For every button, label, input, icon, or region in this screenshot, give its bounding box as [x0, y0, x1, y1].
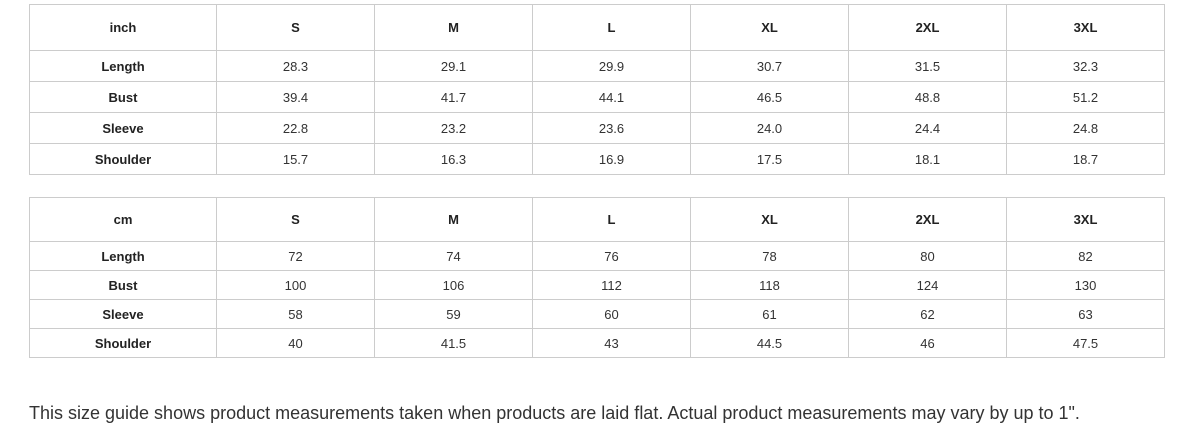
measurement-cell: 16.9: [532, 143, 691, 175]
row-label: Sleeve: [29, 299, 217, 329]
table-row: Shoulder 15.7 16.3 16.9 17.5 18.1 18.7: [29, 143, 1165, 175]
size-table-cm: cm S M L XL 2XL 3XL Length 72 74 76 78 80 82 Bust 100 10…: [29, 197, 1165, 358]
measurement-cell: 29.9: [532, 50, 691, 82]
measurement-cell: 39.4: [216, 81, 375, 113]
measurement-cell: 40: [216, 328, 375, 358]
measurement-cell: 63: [1006, 299, 1165, 329]
size-header: L: [532, 4, 691, 51]
table-row: Sleeve 22.8 23.2 23.6 24.0 24.4 24.8: [29, 112, 1165, 144]
measurement-cell: 118: [690, 270, 849, 300]
measurement-cell: 80: [848, 241, 1007, 271]
measurement-cell: 76: [532, 241, 691, 271]
table-row: Bust 39.4 41.7 44.1 46.5 48.8 51.2: [29, 81, 1165, 113]
measurement-cell: 112: [532, 270, 691, 300]
measurement-cell: 31.5: [848, 50, 1007, 82]
measurement-cell: 130: [1006, 270, 1165, 300]
size-header: 2XL: [848, 197, 1007, 242]
size-header: 3XL: [1006, 197, 1165, 242]
table-row: Shoulder 40 41.5 43 44.5 46 47.5: [29, 328, 1165, 358]
measurement-cell: 30.7: [690, 50, 849, 82]
size-header: XL: [690, 4, 849, 51]
row-label: Length: [29, 50, 217, 82]
size-header: S: [216, 4, 375, 51]
size-header: L: [532, 197, 691, 242]
unit-header: cm: [29, 197, 217, 242]
measurement-cell: 51.2: [1006, 81, 1165, 113]
measurement-cell: 24.8: [1006, 112, 1165, 144]
size-header: 2XL: [848, 4, 1007, 51]
size-guide-note: This size guide shows product measuremen…: [29, 403, 1080, 423]
measurement-cell: 32.3: [1006, 50, 1165, 82]
measurement-cell: 46.5: [690, 81, 849, 113]
row-label: Bust: [29, 270, 217, 300]
measurement-cell: 23.6: [532, 112, 691, 144]
measurement-cell: 62: [848, 299, 1007, 329]
measurement-cell: 16.3: [374, 143, 533, 175]
table-row: Length 28.3 29.1 29.9 30.7 31.5 32.3: [29, 50, 1165, 82]
measurement-cell: 44.1: [532, 81, 691, 113]
measurement-cell: 43: [532, 328, 691, 358]
measurement-cell: 28.3: [216, 50, 375, 82]
size-header: XL: [690, 197, 849, 242]
row-label: Bust: [29, 81, 217, 113]
measurement-cell: 58: [216, 299, 375, 329]
measurement-cell: 59: [374, 299, 533, 329]
header-row: cm S M L XL 2XL 3XL: [29, 197, 1165, 242]
row-label: Shoulder: [29, 328, 217, 358]
measurement-cell: 24.0: [690, 112, 849, 144]
size-header: 3XL: [1006, 4, 1165, 51]
row-label: Sleeve: [29, 112, 217, 144]
measurement-cell: 17.5: [690, 143, 849, 175]
measurement-cell: 124: [848, 270, 1007, 300]
size-header: M: [374, 4, 533, 51]
unit-header: inch: [29, 4, 217, 51]
row-label: Shoulder: [29, 143, 217, 175]
measurement-cell: 60: [532, 299, 691, 329]
row-label: Length: [29, 241, 217, 271]
measurement-cell: 74: [374, 241, 533, 271]
measurement-cell: 18.1: [848, 143, 1007, 175]
measurement-cell: 41.7: [374, 81, 533, 113]
table-row: Bust 100 106 112 118 124 130: [29, 270, 1165, 300]
measurement-cell: 44.5: [690, 328, 849, 358]
measurement-cell: 106: [374, 270, 533, 300]
measurement-cell: 23.2: [374, 112, 533, 144]
measurement-cell: 22.8: [216, 112, 375, 144]
table-row: Sleeve 58 59 60 61 62 63: [29, 299, 1165, 329]
measurement-cell: 29.1: [374, 50, 533, 82]
measurement-cell: 41.5: [374, 328, 533, 358]
measurement-cell: 47.5: [1006, 328, 1165, 358]
header-row: inch S M L XL 2XL 3XL: [29, 4, 1165, 51]
measurement-cell: 100: [216, 270, 375, 300]
table-row: Length 72 74 76 78 80 82: [29, 241, 1165, 271]
measurement-cell: 46: [848, 328, 1007, 358]
measurement-cell: 61: [690, 299, 849, 329]
measurement-cell: 48.8: [848, 81, 1007, 113]
measurement-cell: 72: [216, 241, 375, 271]
measurement-cell: 18.7: [1006, 143, 1165, 175]
measurement-cell: 78: [690, 241, 849, 271]
measurement-cell: 24.4: [848, 112, 1007, 144]
measurement-cell: 82: [1006, 241, 1165, 271]
size-header: S: [216, 197, 375, 242]
size-table-inch: inch S M L XL 2XL 3XL Length 28.3 29.1 29.9 30.7 31.…: [29, 4, 1165, 175]
size-header: M: [374, 197, 533, 242]
measurement-cell: 15.7: [216, 143, 375, 175]
